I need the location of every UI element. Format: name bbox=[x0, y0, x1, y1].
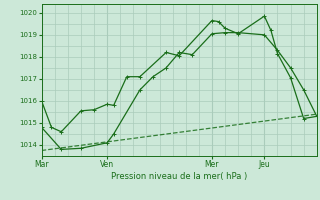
X-axis label: Pression niveau de la mer( hPa ): Pression niveau de la mer( hPa ) bbox=[111, 172, 247, 181]
